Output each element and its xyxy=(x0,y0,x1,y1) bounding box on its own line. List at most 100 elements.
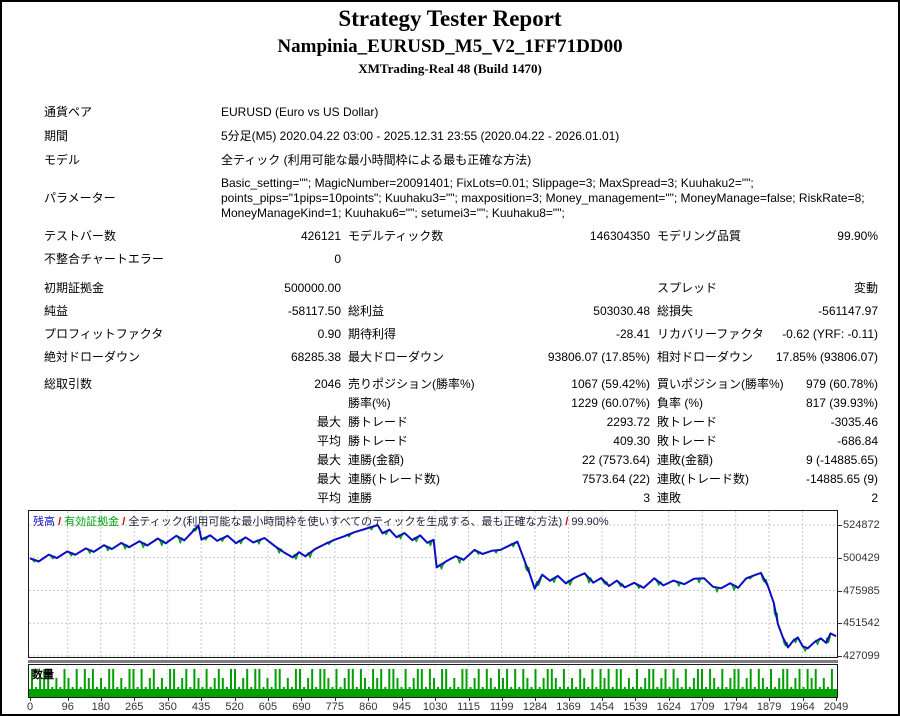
volume-bar xyxy=(91,669,94,697)
volume-bar xyxy=(416,669,419,697)
x-axis-label: 520 xyxy=(225,701,244,713)
x-axis-tick xyxy=(535,698,537,701)
volume-bar xyxy=(234,669,236,697)
volume-bar xyxy=(420,669,423,697)
volume-bar xyxy=(319,669,322,697)
stat-value: -3035.46 xyxy=(830,414,878,429)
volume-bar xyxy=(587,687,590,697)
info-row-value: EURUSD (Euro vs US Dollar) xyxy=(221,105,379,119)
volume-bar xyxy=(311,669,314,697)
stat-label: 勝率(%) xyxy=(348,395,391,410)
volume-bar xyxy=(120,678,123,697)
volume-bar xyxy=(347,669,350,697)
volume-bar xyxy=(156,687,159,697)
x-axis-label: 0 xyxy=(26,701,34,713)
balance-chart: 残高 / 有効証拠金 / 全ティック(利用可能な最小時間枠を使いすべてのティック… xyxy=(28,510,838,658)
stat-value: 500000.00 xyxy=(284,280,341,295)
stat-value: 1229 (60.07%) xyxy=(571,395,650,410)
volume-bar xyxy=(209,687,212,697)
x-axis-tick xyxy=(635,698,637,701)
volume-bar xyxy=(595,687,598,697)
volume-bar xyxy=(627,678,630,697)
volume-bar xyxy=(433,678,435,697)
volume-bar xyxy=(640,687,643,697)
x-axis-label: 1369 xyxy=(556,701,581,713)
volume-bar xyxy=(632,687,634,697)
legend-separator: / xyxy=(58,516,62,528)
volume-bar xyxy=(63,669,66,697)
stat-label: 最大ドローダウン xyxy=(348,349,445,364)
stat-row: 最大 連勝(トレード数) 7573.64 (22) 連敗(トレード数) -14885.6… xyxy=(44,469,878,488)
volume-chart: 数量 xyxy=(28,664,838,698)
volume-bar xyxy=(721,669,724,697)
volume-bar xyxy=(477,669,480,697)
volume-bar xyxy=(546,669,549,697)
volume-bar xyxy=(173,669,176,697)
volume-bar xyxy=(71,687,74,697)
info-row-label: 期間 xyxy=(44,129,69,143)
volume-bar xyxy=(35,687,38,697)
stat-value: 最大 xyxy=(316,471,341,486)
volume-bar xyxy=(733,669,736,697)
stat-value: 2046 xyxy=(314,376,341,391)
volume-bar xyxy=(790,687,793,697)
stat-label: 純益 xyxy=(44,303,69,318)
x-axis-label: 2049 xyxy=(823,701,849,713)
volume-bar xyxy=(400,687,403,697)
volume-bar xyxy=(160,678,163,697)
x-axis-tick xyxy=(267,698,269,701)
stat-row: テストバー数 426121 モデルティック数 146304350 モデリング品質 99.9… xyxy=(44,224,878,247)
stat-row: 純益 -58117.50 総利益 503030.48 総損失 -561147.97 xyxy=(44,299,878,322)
volume-bar xyxy=(680,687,683,697)
chart-legend: 残高 / 有効証拠金 / 全ティック(利用可能な最小時間枠を使いすべてのティック… xyxy=(33,513,609,529)
volume-bar xyxy=(603,678,606,697)
volume-bar xyxy=(778,678,781,697)
volume-bar xyxy=(607,669,610,697)
x-axis-tick xyxy=(301,698,303,701)
volume-bar xyxy=(802,687,805,697)
volume-bar xyxy=(672,669,675,697)
x-axis-tick xyxy=(201,698,203,701)
volume-bar xyxy=(794,678,797,697)
info-table: 通貨ペア EURUSD (Euro vs US Dollar) 期間 5分足(M5) … xyxy=(44,100,878,224)
volume-bar xyxy=(116,687,119,697)
x-axis-label: 265 xyxy=(125,701,144,713)
stat-row: 最大 連勝(金額) 22 (7573.64) 連敗(金額) 9 (-14885.65) xyxy=(44,450,878,469)
stat-value: 2 xyxy=(871,490,878,505)
stat-label: 期待利得 xyxy=(348,326,397,341)
stat-value: 146304350 xyxy=(589,228,650,243)
volume-bar xyxy=(140,669,143,697)
volume-bar xyxy=(112,669,115,697)
stat-row: 最大 勝トレード 2293.72 敗トレード -3035.46 xyxy=(44,412,878,431)
info-row: 通貨ペア EURUSD (Euro vs US Dollar) xyxy=(44,100,878,124)
volume-bar xyxy=(258,669,261,697)
volume-bar xyxy=(554,678,557,697)
info-row-label: 通貨ペア xyxy=(44,105,93,119)
volume-bar xyxy=(741,687,744,697)
volume-bar xyxy=(623,687,626,697)
stat-label: 連敗(金額) xyxy=(657,452,713,467)
volume-bar xyxy=(388,669,391,697)
volume-bar xyxy=(806,669,809,697)
stat-label: テストバー数 xyxy=(44,228,117,243)
x-axis-label: 1539 xyxy=(623,701,648,713)
stat-label: 総利益 xyxy=(348,303,385,318)
volume-bar xyxy=(770,669,772,697)
volume-bar xyxy=(290,687,293,697)
volume-bar xyxy=(230,669,232,697)
volume-bar xyxy=(124,687,127,697)
stat-value: 22 (7573.64) xyxy=(581,452,650,467)
volume-bar xyxy=(737,669,740,697)
stat-value: 99.90% xyxy=(837,228,878,243)
stat-value: 817 (39.93%) xyxy=(805,395,878,410)
volume-bar xyxy=(489,678,492,697)
volume-bar xyxy=(238,687,241,697)
stat-label: 相対ドローダウン xyxy=(657,349,754,364)
volume-bar xyxy=(189,687,192,697)
volume-bar xyxy=(753,687,756,697)
volume-bar xyxy=(136,687,139,697)
volume-bar xyxy=(449,687,452,697)
volume-bar xyxy=(530,687,533,697)
volume-bar xyxy=(826,687,829,697)
volume-bar xyxy=(47,669,50,697)
